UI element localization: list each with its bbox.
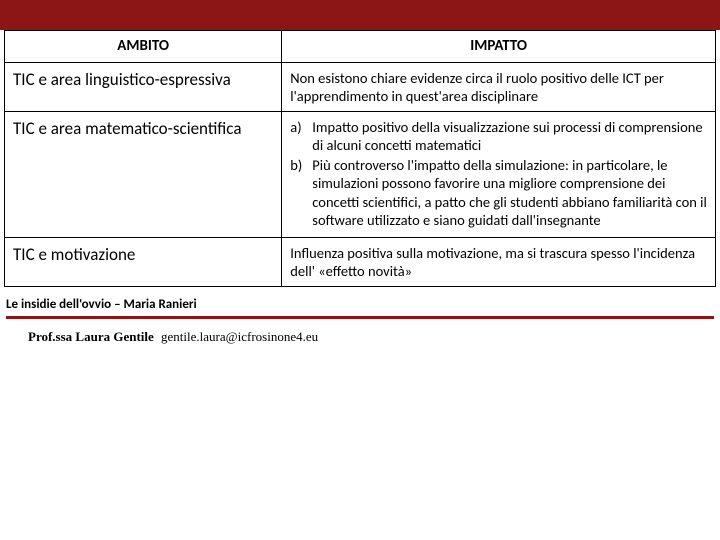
list-item: a) Impatto positivo della visualizzazion… <box>290 118 707 154</box>
table-body: TIC e area linguistico-espressiva Non es… <box>5 62 716 286</box>
list-marker: b) <box>290 156 312 229</box>
cell-impatto: Influenza positiva sulla motivazione, ma… <box>282 237 716 286</box>
cell-ambito: TIC e area matematico-scientifica <box>5 112 282 238</box>
cell-impatto: Non esistono chiare evidenze circa il ru… <box>282 62 716 111</box>
table-wrap: AMBITO IMPATTO TIC e area linguistico-es… <box>0 30 720 287</box>
table-row: TIC e area linguistico-espressiva Non es… <box>5 62 716 111</box>
header-ambito: AMBITO <box>5 31 282 63</box>
impatto-list: a) Impatto positivo della visualizzazion… <box>290 118 707 229</box>
list-marker: a) <box>290 118 312 154</box>
cell-ambito: TIC e motivazione <box>5 237 282 286</box>
table-row: TIC e motivazione Influenza positiva sul… <box>5 237 716 286</box>
list-item: b) Più controverso l'impatto della simul… <box>290 156 707 229</box>
slide: AMBITO IMPATTO TIC e area linguistico-es… <box>0 0 720 540</box>
table-row: TIC e area matematico-scientifica a) Imp… <box>5 112 716 238</box>
list-text: Impatto positivo della visualizzazione s… <box>312 118 707 154</box>
cell-impatto: a) Impatto positivo della visualizzazion… <box>282 112 716 238</box>
table-header-row: AMBITO IMPATTO <box>5 31 716 63</box>
list-text: Più controverso l'impatto della simulazi… <box>312 156 707 229</box>
impact-table: AMBITO IMPATTO TIC e area linguistico-es… <box>4 30 716 287</box>
footer: Prof.ssa Laura Gentile gentile.laura@icf… <box>0 319 720 345</box>
top-bar <box>0 0 720 30</box>
cell-ambito: TIC e area linguistico-espressiva <box>5 62 282 111</box>
footer-email: gentile.laura@icfrosinone4.eu <box>161 329 318 344</box>
footer-name: Prof.ssa Laura Gentile <box>28 329 154 344</box>
source-line: Le insidie dell'ovvio – Maria Ranieri <box>0 287 720 314</box>
header-impatto: IMPATTO <box>282 31 716 63</box>
